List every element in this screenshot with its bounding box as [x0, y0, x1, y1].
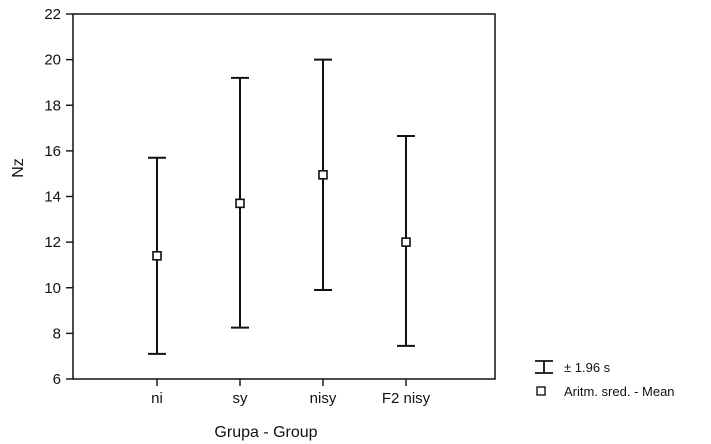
mean-marker	[152, 251, 162, 261]
x-tick-label: F2 nisy	[382, 390, 431, 407]
y-tick-label: 16	[44, 143, 61, 160]
y-tick-label: 10	[44, 280, 61, 297]
legend-label-mean: Aritm. sred. - Mean	[564, 384, 675, 399]
mean-marker	[401, 237, 411, 247]
x-tick-label: ni	[151, 390, 163, 407]
mean-marker	[318, 170, 328, 180]
y-tick-label: 20	[44, 52, 61, 69]
error-bar	[231, 76, 249, 329]
x-tick-label: sy	[233, 390, 249, 407]
y-tick-label: 18	[44, 97, 61, 114]
y-tick-label: 12	[44, 234, 61, 251]
y-tick-label: 8	[53, 325, 61, 342]
y-tick-label: 22	[44, 6, 61, 23]
plot-frame	[72, 13, 496, 380]
x-axis: ni sy nisy F2 nisy	[151, 379, 431, 407]
x-tick-label: nisy	[310, 390, 337, 407]
error-bar	[397, 135, 415, 347]
y-axis: 6 8 10 12 14 16 18 20 22	[44, 6, 73, 388]
legend: ± 1.96 s Aritm. sred. - Mean	[535, 360, 675, 399]
mean-marker	[235, 198, 245, 209]
legend-error-bar-icon	[535, 360, 553, 374]
x-axis-label: Grupa - Group	[214, 424, 317, 441]
y-tick-label: 14	[44, 189, 61, 206]
error-bar	[148, 156, 166, 355]
error-bar	[314, 58, 332, 292]
legend-square-icon	[536, 386, 546, 396]
legend-label-error-bar: ± 1.96 s	[564, 360, 611, 375]
y-tick-label: 6	[53, 371, 61, 388]
y-axis-label: Nz	[10, 158, 27, 178]
error-bars	[148, 58, 415, 355]
